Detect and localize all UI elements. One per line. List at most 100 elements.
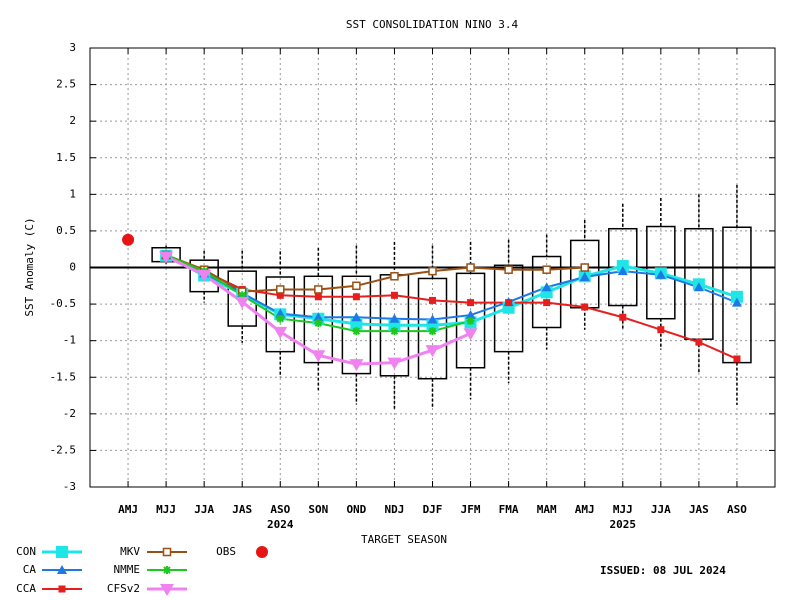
issued-date: ISSUED: 08 JUL 2024 xyxy=(600,564,726,577)
x-tick-label: JJA xyxy=(651,503,671,516)
y-tick-label: 3 xyxy=(69,41,76,54)
point xyxy=(425,345,440,358)
legend-marker xyxy=(58,585,66,593)
point xyxy=(579,272,590,282)
x-sublabel: 2024 xyxy=(267,518,294,531)
x-tick-label: OND xyxy=(346,503,366,516)
point xyxy=(581,303,589,311)
legend-marker xyxy=(256,546,268,558)
series-line xyxy=(165,254,738,321)
x-tick-label: DJF xyxy=(423,503,443,516)
point xyxy=(467,299,475,307)
x-tick-label: JAS xyxy=(232,503,252,516)
point xyxy=(352,293,360,301)
legend-marker xyxy=(162,547,172,557)
point xyxy=(693,282,704,292)
point xyxy=(505,299,513,307)
box xyxy=(189,259,219,293)
point xyxy=(428,266,437,276)
point xyxy=(730,290,743,303)
point xyxy=(387,357,402,370)
series-line xyxy=(165,254,738,360)
y-tick-label: 1 xyxy=(69,187,76,200)
legend-label: CON xyxy=(16,545,36,558)
legend-label: CFSv2 xyxy=(107,582,140,595)
x-axis-label: TARGET SEASON xyxy=(361,533,447,546)
point xyxy=(390,291,398,299)
x-tick-label: AMJ xyxy=(118,503,138,516)
point xyxy=(504,265,513,274)
x-tick-label: SON xyxy=(308,503,328,516)
point xyxy=(390,327,399,336)
point xyxy=(733,355,741,363)
point xyxy=(616,260,629,273)
x-tick-label: MAM xyxy=(537,503,557,516)
y-tick-label: -1 xyxy=(63,334,76,347)
point xyxy=(313,312,324,322)
point xyxy=(731,297,742,307)
point xyxy=(349,359,364,372)
chart-title: SST CONSOLIDATION NINO 3.4 xyxy=(346,18,519,31)
x-tick-label: FMA xyxy=(499,503,519,516)
point xyxy=(197,269,212,282)
x-tick-label: ASO xyxy=(270,503,290,516)
point xyxy=(466,263,475,272)
legend-marker xyxy=(163,566,171,574)
point xyxy=(276,314,285,323)
point xyxy=(390,272,399,281)
point xyxy=(352,281,361,291)
x-tick-label: NDJ xyxy=(385,503,405,516)
legend-label: NMME xyxy=(114,563,141,576)
legend-label: OBS xyxy=(216,545,236,558)
point xyxy=(619,313,627,321)
point xyxy=(159,251,174,264)
x-tick-label: JAS xyxy=(689,503,709,516)
point xyxy=(389,313,400,323)
box xyxy=(417,277,448,380)
x-tick-label: MJJ xyxy=(613,503,633,516)
y-tick-label: 2.5 xyxy=(56,78,76,91)
point xyxy=(466,316,475,325)
point xyxy=(617,266,628,276)
y-tick-label: -3 xyxy=(63,480,76,493)
legend-marker xyxy=(56,546,68,558)
point xyxy=(657,326,665,334)
point xyxy=(463,328,478,341)
point xyxy=(311,350,326,363)
legend-marker xyxy=(57,565,67,574)
box xyxy=(455,272,486,369)
legend-label: MKV xyxy=(120,545,140,558)
point xyxy=(351,312,362,322)
point xyxy=(427,314,438,324)
legend-label: CCA xyxy=(16,582,36,595)
point xyxy=(655,269,666,279)
point xyxy=(352,327,361,336)
point xyxy=(235,296,250,309)
box xyxy=(722,226,752,364)
y-tick-label: 0 xyxy=(69,261,76,274)
y-tick-label: 0.5 xyxy=(56,224,76,237)
y-tick-label: 2 xyxy=(69,114,76,127)
box xyxy=(227,270,257,327)
y-tick-label: -1.5 xyxy=(50,370,77,383)
point xyxy=(695,338,703,346)
x-tick-label: JFM xyxy=(461,503,481,516)
point xyxy=(238,291,247,300)
point xyxy=(276,291,284,299)
point xyxy=(465,310,476,320)
x-tick-label: ASO xyxy=(727,503,747,516)
point xyxy=(502,301,515,314)
point xyxy=(314,319,323,328)
y-axis-label: SST Anomaly (C) xyxy=(23,217,36,316)
x-tick-label: JJA xyxy=(194,503,214,516)
point xyxy=(542,265,551,274)
point xyxy=(429,296,436,304)
y-tick-label: 1.5 xyxy=(56,151,76,164)
point xyxy=(428,327,437,336)
point xyxy=(543,299,551,307)
y-tick-label: -0.5 xyxy=(50,297,77,310)
x-sublabel: 2025 xyxy=(610,518,637,531)
point xyxy=(122,233,135,246)
point xyxy=(314,293,322,301)
